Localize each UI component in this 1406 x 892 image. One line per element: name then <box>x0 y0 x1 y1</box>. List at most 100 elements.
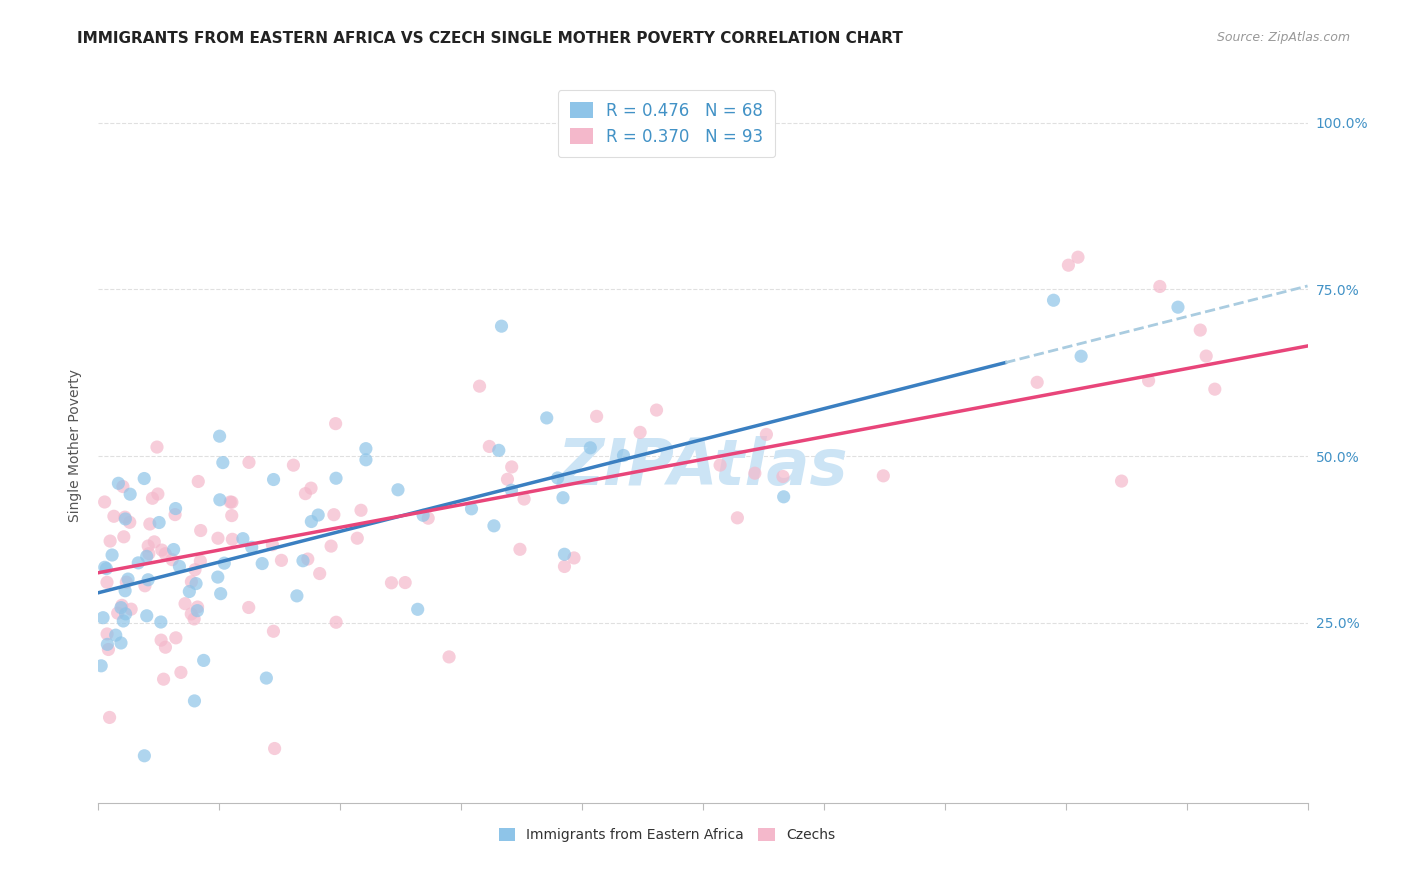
Point <box>725 511 748 525</box>
Point <box>114 607 136 621</box>
Point <box>270 553 292 567</box>
Point <box>254 671 277 685</box>
Point <box>160 552 183 566</box>
Point <box>96 575 118 590</box>
Point <box>143 534 166 549</box>
Point <box>111 599 134 613</box>
Point <box>107 606 129 620</box>
Point <box>187 475 209 489</box>
Point <box>645 403 668 417</box>
Point <box>118 516 141 530</box>
Point <box>491 319 513 334</box>
Point <box>1167 300 1189 314</box>
Point <box>165 501 187 516</box>
Point <box>96 561 118 575</box>
Point <box>96 627 118 641</box>
Point <box>221 495 243 509</box>
Point <box>1204 382 1226 396</box>
Point <box>755 427 778 442</box>
Point <box>238 455 260 469</box>
Point <box>111 479 134 493</box>
Point <box>325 471 347 485</box>
Point <box>188 554 211 568</box>
Text: IMMIGRANTS FROM EASTERN AFRICA VS CZECH SINGLE MOTHER POVERTY CORRELATION CHART: IMMIGRANTS FROM EASTERN AFRICA VS CZECH … <box>77 31 903 46</box>
Point <box>238 600 260 615</box>
Point <box>117 572 139 586</box>
Point <box>162 542 184 557</box>
Point <box>183 694 205 708</box>
Point <box>170 665 193 680</box>
Point <box>308 566 330 581</box>
Point <box>120 602 142 616</box>
Point <box>1189 323 1212 337</box>
Point <box>186 604 208 618</box>
Point <box>1042 293 1064 308</box>
Point <box>98 534 121 549</box>
Point <box>482 519 505 533</box>
Text: Source: ZipAtlas.com: Source: ZipAtlas.com <box>1216 31 1350 45</box>
Point <box>193 653 215 667</box>
Point <box>553 559 575 574</box>
Point <box>1070 349 1092 363</box>
Point <box>585 409 607 424</box>
Point <box>115 575 138 590</box>
Point <box>1057 258 1080 272</box>
Point <box>460 501 482 516</box>
Point <box>174 597 197 611</box>
Point <box>496 472 519 486</box>
Point <box>180 574 202 589</box>
Point <box>134 471 156 485</box>
Point <box>285 589 308 603</box>
Point <box>240 541 263 555</box>
Point <box>110 636 132 650</box>
Point <box>232 532 254 546</box>
Point <box>150 543 173 558</box>
Point <box>387 483 409 497</box>
Point <box>165 508 187 522</box>
Point <box>263 473 285 487</box>
Point <box>1149 279 1171 293</box>
Point <box>190 524 212 538</box>
Point <box>134 748 156 763</box>
Point <box>709 458 731 472</box>
Point <box>184 576 207 591</box>
Point <box>101 548 124 562</box>
Point <box>146 440 169 454</box>
Point <box>114 512 136 526</box>
Point <box>120 487 142 501</box>
Point <box>209 587 232 601</box>
Point <box>114 510 136 524</box>
Point <box>294 486 316 500</box>
Point <box>112 614 135 628</box>
Point <box>183 612 205 626</box>
Point <box>211 456 233 470</box>
Text: ZIPAtlas: ZIPAtlas <box>558 436 848 499</box>
Point <box>412 508 434 523</box>
Point <box>134 579 156 593</box>
Point <box>136 539 159 553</box>
Point <box>155 547 177 561</box>
Point <box>307 508 329 522</box>
Point <box>488 443 510 458</box>
Point <box>165 631 187 645</box>
Y-axis label: Single Mother Poverty: Single Mother Poverty <box>69 369 83 523</box>
Point <box>1195 349 1218 363</box>
Point <box>107 476 129 491</box>
Point <box>513 491 536 506</box>
Point <box>104 628 127 642</box>
Point <box>1067 250 1090 264</box>
Point <box>394 575 416 590</box>
Point <box>90 658 112 673</box>
Point <box>354 442 377 456</box>
Point <box>501 483 523 498</box>
Point <box>612 449 634 463</box>
Point <box>221 508 243 523</box>
Point <box>208 492 231 507</box>
Point <box>263 741 285 756</box>
Point <box>406 602 429 616</box>
Point <box>139 516 162 531</box>
Point <box>299 515 322 529</box>
Point <box>437 649 460 664</box>
Point <box>112 530 135 544</box>
Point <box>148 516 170 530</box>
